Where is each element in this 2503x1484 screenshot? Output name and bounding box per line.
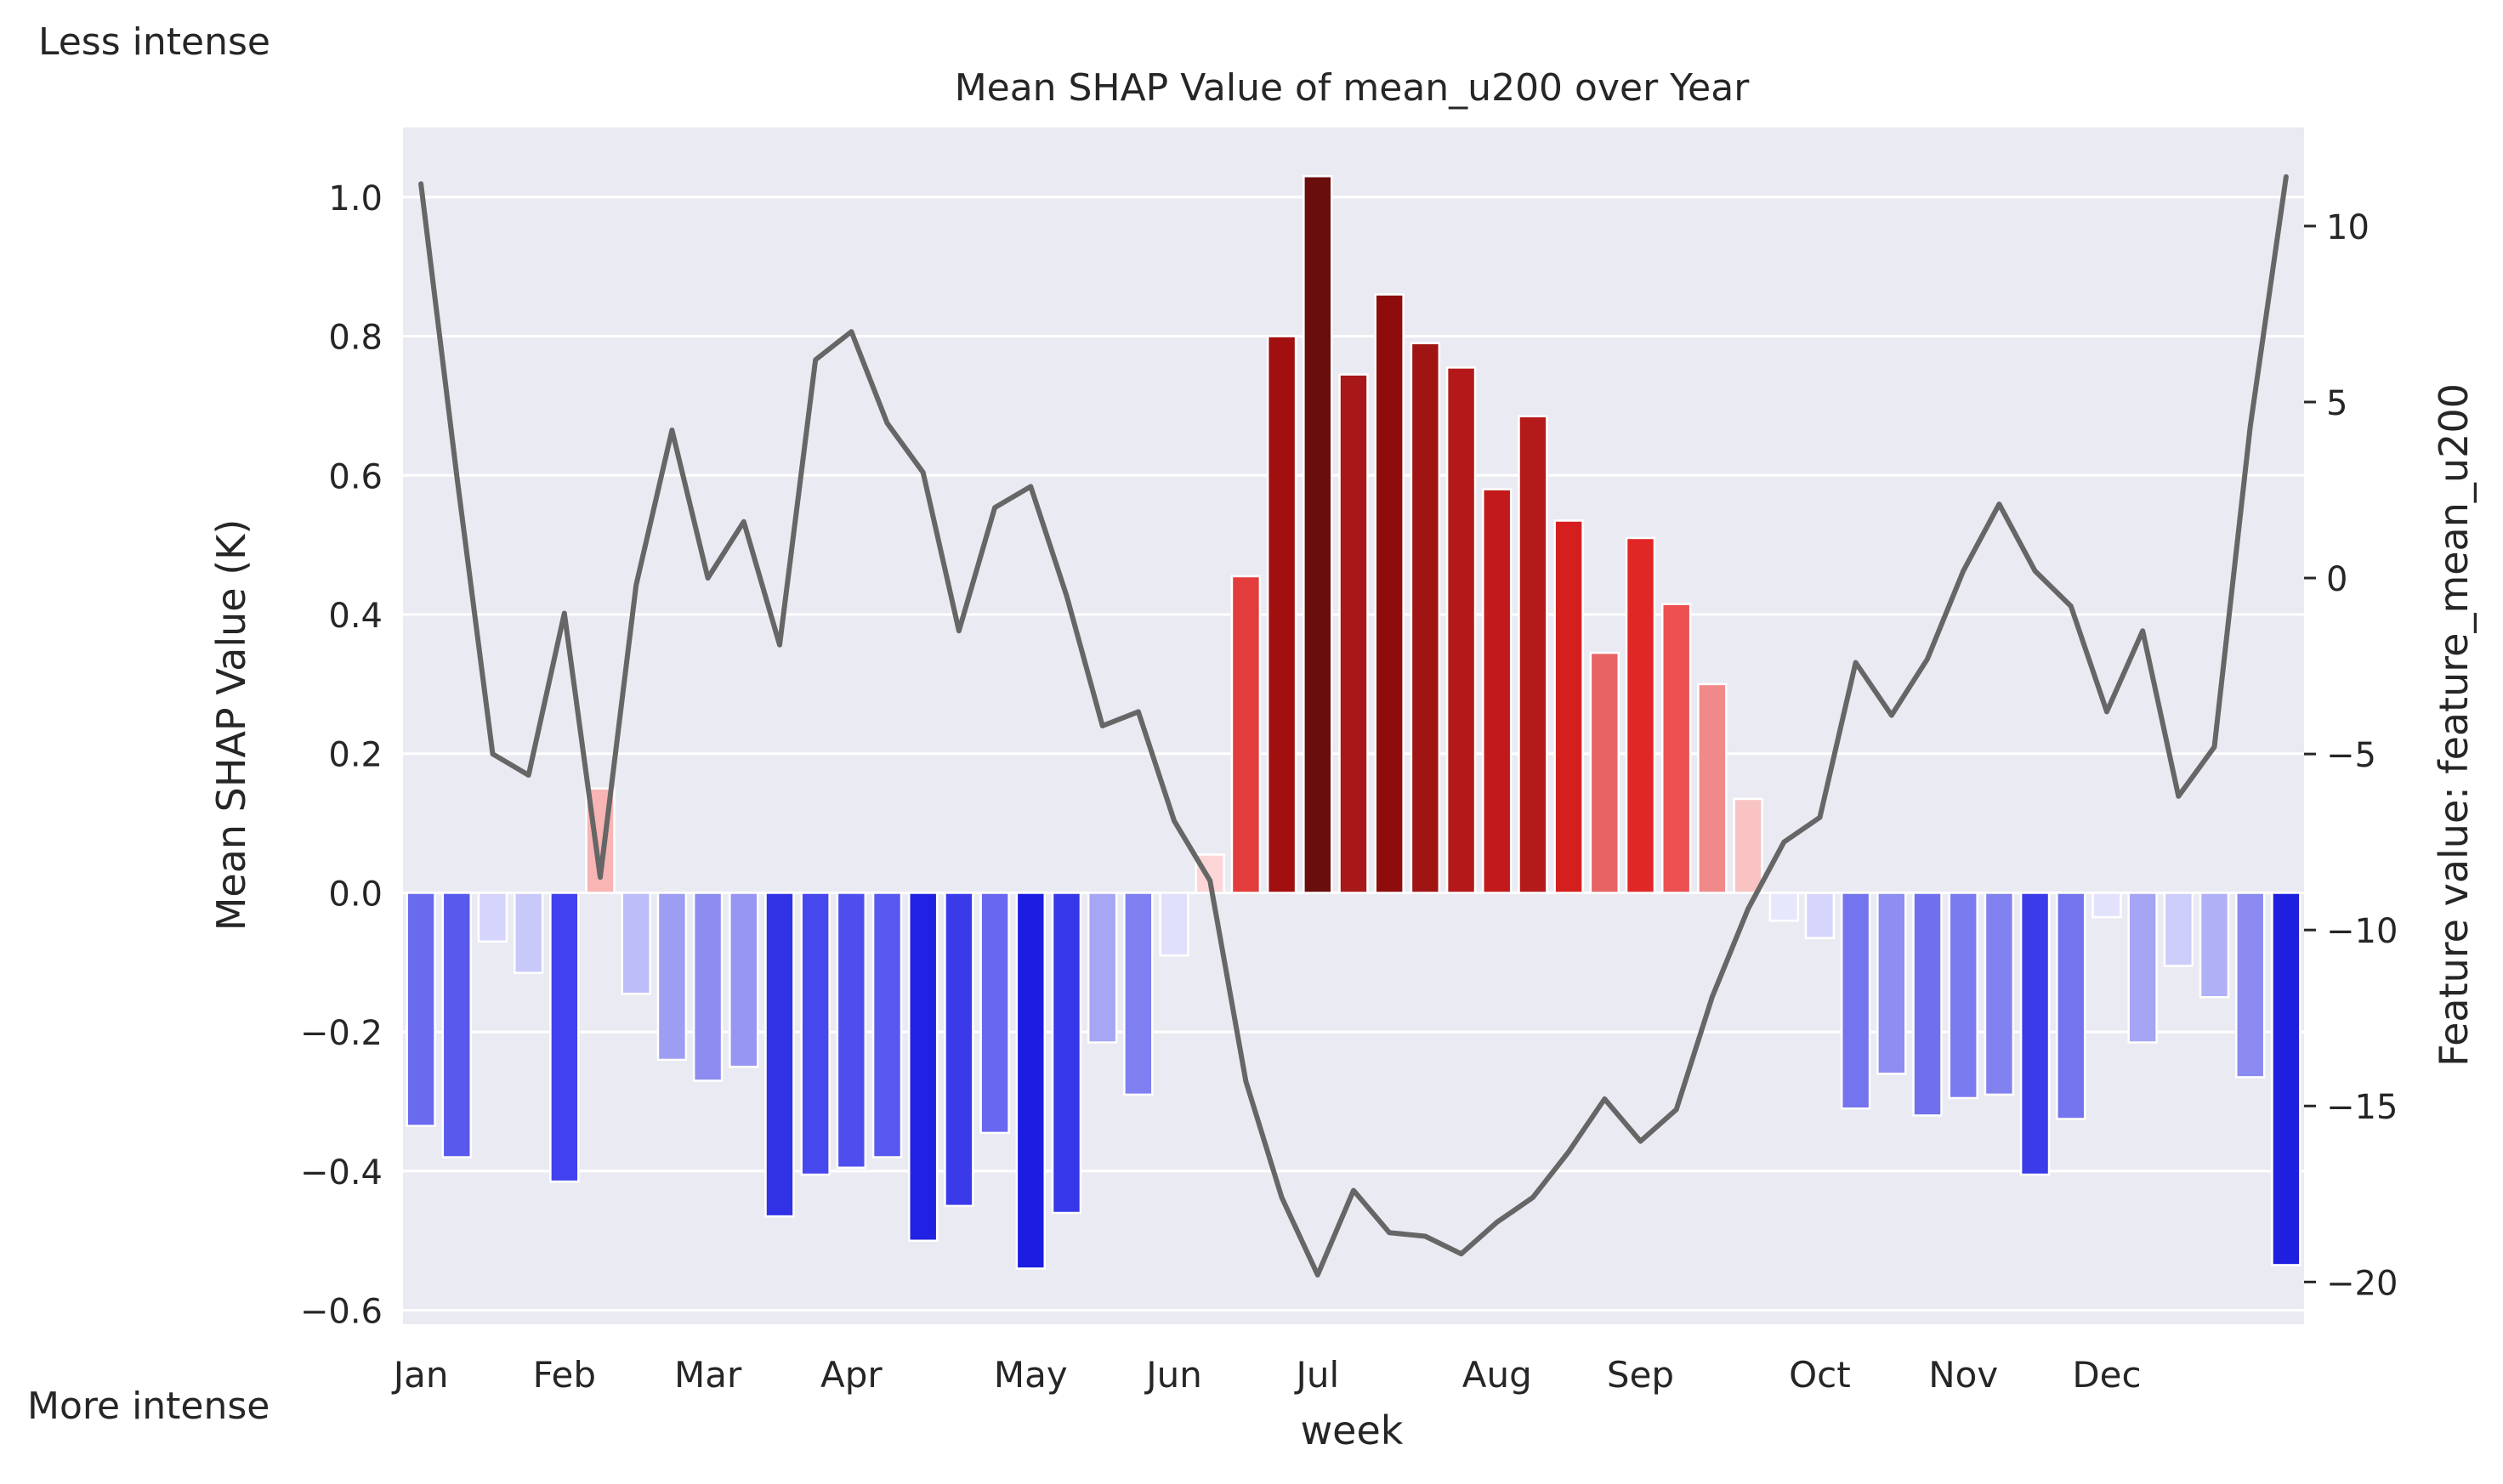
feature-line-series (418, 174, 2289, 1277)
x-tick-label: Jan (391, 1354, 449, 1396)
x-tick-label: Dec (2072, 1354, 2141, 1396)
bar (1589, 651, 1620, 894)
bar (1984, 892, 2015, 1096)
x-tick-label: Mar (674, 1354, 742, 1396)
bar (1410, 342, 1441, 894)
x-tick-label: Apr (820, 1354, 883, 1396)
bar (979, 892, 1010, 1135)
bar (1338, 373, 1369, 894)
bar (2056, 892, 2086, 1120)
bar (2271, 892, 2302, 1266)
y-tick-label-right: 0 (2326, 560, 2347, 599)
x-tick-label: Oct (1789, 1354, 1851, 1396)
y-tick-label: 0.4 (328, 597, 383, 636)
annotation-less-intense: Less intense (38, 20, 270, 64)
x-tick-label: Sep (1607, 1354, 1674, 1396)
bar (836, 892, 867, 1170)
right-y-axis: 10 5 0 −5 −10 −15 −20 (2304, 208, 2398, 1303)
y-tick-label: −0.4 (300, 1153, 383, 1192)
bar (944, 892, 974, 1208)
y-tick-label: 0.8 (328, 319, 383, 358)
annotation-more-intense: More intense (27, 1385, 270, 1428)
bar (1374, 293, 1405, 894)
bar (1230, 575, 1262, 894)
x-tick-label: Aug (1462, 1354, 1532, 1396)
bar (2163, 892, 2194, 967)
bar (1840, 892, 1871, 1110)
bar (1015, 892, 1047, 1270)
bar (764, 892, 795, 1218)
bar (406, 892, 436, 1127)
bar (1051, 892, 1082, 1215)
y-tick-label: −0.6 (300, 1293, 383, 1332)
y-tick-label: −0.2 (300, 1014, 383, 1053)
bar (621, 892, 651, 995)
x-tick-label: May (994, 1354, 1068, 1396)
bar (2019, 892, 2051, 1176)
y-tick-label-right: 10 (2326, 208, 2370, 247)
bar (1553, 519, 1584, 894)
bar (1912, 892, 1943, 1117)
bar (2235, 892, 2266, 1079)
bar (1445, 366, 1477, 894)
y-tick-label: 1.0 (328, 179, 383, 218)
bar (1625, 536, 1656, 894)
y-tick-label: 0.0 (328, 875, 383, 914)
bar-series (406, 175, 2302, 1270)
bar (692, 892, 724, 1082)
y-axis-label: Mean SHAP Value (K) (208, 519, 254, 932)
bar (1660, 603, 1692, 894)
x-tick-label: Jul (1293, 1354, 1339, 1396)
bar (2092, 892, 2122, 919)
y-tick-label-right: −10 (2326, 912, 2398, 951)
x-tick-label: Jun (1144, 1354, 1202, 1396)
chart-title: Mean SHAP Value of mean_u200 over Year (955, 66, 1751, 110)
bar (1804, 892, 1836, 939)
y-axis-label-right: Feature value: feature_mean_u200 (2431, 383, 2477, 1067)
y-tick-label: 0.2 (328, 736, 383, 775)
bar (1697, 683, 1728, 894)
bar (800, 892, 831, 1176)
y-tick-label-right: −5 (2326, 736, 2376, 775)
bar (477, 892, 508, 943)
bar (1159, 892, 1189, 957)
bar (2199, 892, 2230, 999)
y-tick-label-right: −15 (2326, 1088, 2398, 1127)
bar (1266, 335, 1297, 894)
bar (1482, 488, 1513, 894)
bar (513, 892, 544, 974)
bar (1733, 797, 1763, 894)
x-axis: Jan Feb Mar Apr May Jun Jul Aug Sep Oct Nov Dec (391, 1354, 2142, 1396)
bar (1876, 892, 1907, 1075)
x-tick-label: Nov (1928, 1354, 1998, 1396)
bar (1123, 892, 1154, 1096)
left-y-axis: 1.0 0.8 0.6 0.4 0.2 0.0 −0.2 −0.4 −0.6 (300, 179, 383, 1332)
y-tick-label-right: −20 (2326, 1264, 2398, 1303)
feature-line (418, 174, 2289, 1277)
y-tick-label: 0.6 (328, 457, 383, 496)
bar (1303, 175, 1333, 894)
bar (656, 892, 688, 1062)
bar (1518, 415, 1548, 894)
x-tick-label: Feb (533, 1354, 596, 1396)
y-tick-label-right: 5 (2326, 384, 2347, 423)
bar (549, 892, 580, 1183)
bar (1087, 892, 1118, 1044)
bar (871, 892, 903, 1158)
x-axis-label: week (1301, 1408, 1404, 1453)
bar (1948, 892, 1978, 1100)
bar (1768, 892, 1799, 922)
bar (908, 892, 939, 1243)
bar (441, 892, 472, 1158)
bar (729, 892, 759, 1068)
bar (2127, 892, 2158, 1044)
